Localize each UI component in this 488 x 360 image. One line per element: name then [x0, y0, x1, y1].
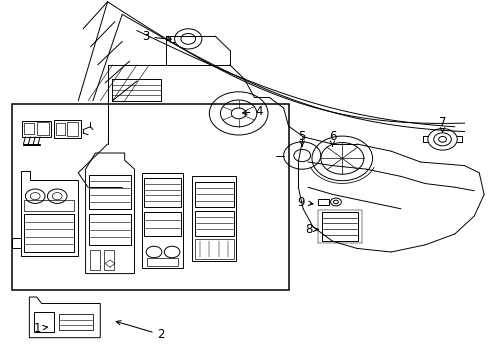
Bar — [89, 175, 130, 209]
Bar — [144, 178, 181, 207]
Text: 2: 2 — [116, 321, 165, 341]
Bar — [12, 238, 20, 248]
Bar — [104, 250, 114, 270]
Text: 3: 3 — [142, 30, 171, 43]
Text: 5: 5 — [298, 130, 305, 146]
Bar — [67, 122, 78, 136]
Bar — [24, 214, 74, 252]
Bar — [56, 123, 65, 135]
Bar — [37, 122, 49, 135]
Text: 4: 4 — [242, 105, 263, 118]
Bar — [12, 104, 288, 290]
Bar — [24, 123, 34, 134]
Bar — [89, 214, 130, 245]
Text: 1: 1 — [33, 322, 47, 335]
Bar — [34, 312, 54, 332]
Text: 9: 9 — [297, 196, 312, 209]
Text: 6: 6 — [328, 130, 336, 146]
Text: 7: 7 — [438, 116, 446, 132]
Bar — [22, 121, 51, 137]
Bar — [90, 250, 100, 270]
Bar — [321, 212, 358, 241]
Bar — [317, 210, 362, 243]
Bar — [194, 239, 233, 259]
Bar — [54, 120, 81, 138]
Bar — [144, 212, 181, 236]
Bar — [318, 199, 328, 205]
Bar — [59, 314, 93, 330]
Bar — [194, 182, 233, 207]
Bar — [192, 176, 236, 261]
Bar — [146, 258, 178, 266]
Bar — [24, 200, 74, 211]
Bar — [194, 211, 233, 236]
Text: 8: 8 — [305, 223, 318, 236]
